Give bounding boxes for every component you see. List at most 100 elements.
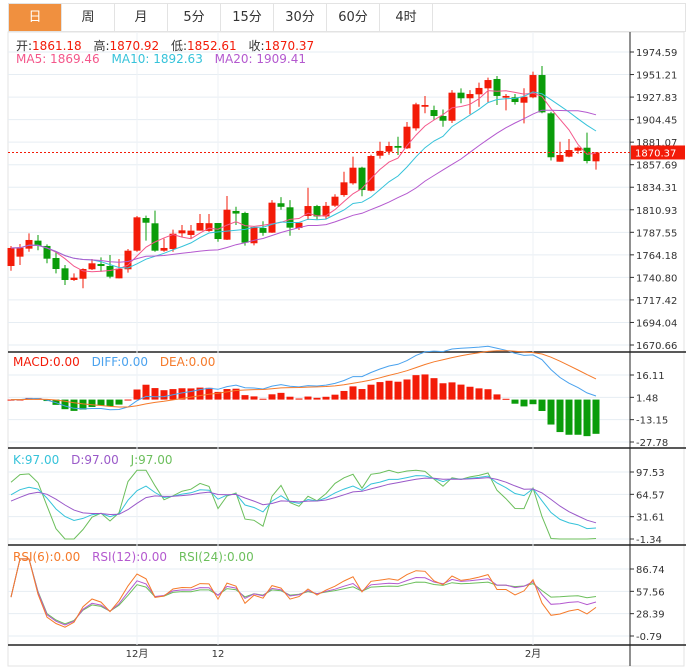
candle-body: [313, 206, 321, 217]
candle: [313, 204, 321, 220]
candle-body: [133, 217, 141, 251]
candle: [340, 171, 348, 197]
d-line: [10, 477, 597, 524]
candle: [169, 229, 177, 252]
tab-week[interactable]: 周: [62, 4, 115, 31]
candle: [178, 225, 186, 238]
candle: [88, 258, 96, 270]
macd-bar: [106, 399, 114, 407]
macd-bar: [466, 386, 474, 400]
macd-bar: [385, 380, 393, 400]
candle-body: [304, 206, 312, 216]
macd-legend-value: MACD:0.00: [13, 355, 80, 369]
macd-bar: [133, 389, 141, 400]
candle-body: [421, 105, 429, 107]
tab-15min[interactable]: 15分: [221, 4, 274, 31]
macd-bar: [340, 390, 348, 400]
tab-5min[interactable]: 5分: [168, 4, 221, 31]
close-value: 1870.37: [264, 39, 315, 53]
ma5-legend: MA5: 1869.46: [16, 52, 100, 66]
candle: [52, 251, 60, 274]
candle-body: [466, 94, 474, 99]
candle: [529, 71, 537, 99]
candle-body: [403, 126, 411, 149]
macd-bar: [286, 396, 294, 400]
rsi-axis-label: 57.56: [636, 587, 665, 598]
kdj-legend: K:97.00 D:97.00 J:97.00: [13, 453, 181, 467]
candle-body: [178, 230, 186, 234]
candle-body: [286, 207, 294, 228]
candle-body: [565, 150, 573, 157]
candle-body: [493, 78, 501, 96]
tab-4hour[interactable]: 4时: [380, 4, 433, 31]
candle-body: [124, 250, 132, 270]
candle: [97, 257, 105, 272]
macd-bar: [403, 379, 411, 400]
macd-bar: [430, 378, 438, 400]
candle-body: [151, 223, 159, 251]
candle-body: [214, 223, 222, 240]
candle: [412, 102, 420, 131]
kdj-axis-label: -1.34: [636, 535, 662, 546]
candle-body: [502, 95, 510, 98]
candle: [268, 200, 276, 233]
candle: [7, 245, 15, 271]
macd-bar: [493, 394, 501, 400]
candle-body: [106, 266, 114, 277]
macd-bar: [556, 399, 564, 433]
macd-bar: [520, 399, 528, 407]
candle: [583, 132, 591, 164]
candle: [421, 96, 429, 114]
candle: [133, 215, 141, 252]
ma10-legend: MA10: 1892.63: [111, 52, 203, 66]
candle: [367, 154, 375, 192]
candle-body: [232, 210, 240, 214]
rsi6-legend-value: RSI(6):0.00: [13, 550, 81, 564]
candle: [592, 151, 600, 170]
candle: [358, 166, 366, 197]
macd-axis-label: -27.78: [636, 438, 668, 449]
tab-day[interactable]: 日: [9, 4, 62, 31]
macd-bar: [223, 389, 231, 400]
rsi6-line: [10, 558, 597, 628]
candle: [304, 187, 312, 221]
candle: [160, 238, 168, 252]
rsi12-legend-value: RSI(12):0.00: [92, 550, 167, 564]
candle-body: [61, 268, 69, 280]
tab-30min[interactable]: 30分: [274, 4, 327, 31]
last-price-label: 1870.37: [635, 148, 676, 159]
open-value: 1861.18: [32, 39, 82, 53]
macd-axis-label: 1.48: [636, 393, 658, 404]
candle: [511, 94, 519, 105]
main-axis-label: 1904.45: [636, 116, 677, 127]
candle-body: [169, 233, 177, 250]
candle: [124, 249, 132, 273]
candle-body: [556, 155, 564, 162]
candle-body: [196, 223, 204, 231]
tab-month[interactable]: 月: [115, 4, 168, 31]
tab-60min[interactable]: 60分: [327, 4, 380, 31]
macd-bar: [412, 375, 420, 400]
candle: [151, 210, 159, 252]
macd-bar: [142, 384, 150, 400]
candle-body: [16, 247, 24, 257]
macd-bar: [241, 395, 249, 400]
main-axis-label: 1927.83: [636, 93, 677, 104]
candle: [205, 214, 213, 232]
macd-bar: [187, 388, 195, 400]
candle: [61, 265, 69, 285]
macd-bar: [79, 399, 87, 410]
close-label: 收:: [248, 39, 265, 53]
candle: [403, 121, 411, 149]
macd-legend: MACD:0.00 DIFF:0.00 DEA:0.00: [13, 355, 223, 369]
macd-bar: [295, 398, 303, 400]
candle: [223, 196, 231, 240]
ohlc-legend: 开:1861.18 高:1870.92 低:1852.61 收:1870.37: [16, 37, 322, 54]
main-axis-label: 1694.04: [636, 318, 677, 329]
macd-bar: [61, 399, 69, 410]
macd-bar: [547, 399, 555, 425]
macd-bar: [196, 387, 204, 400]
candle-body: [331, 196, 339, 206]
candle-body: [88, 263, 96, 270]
